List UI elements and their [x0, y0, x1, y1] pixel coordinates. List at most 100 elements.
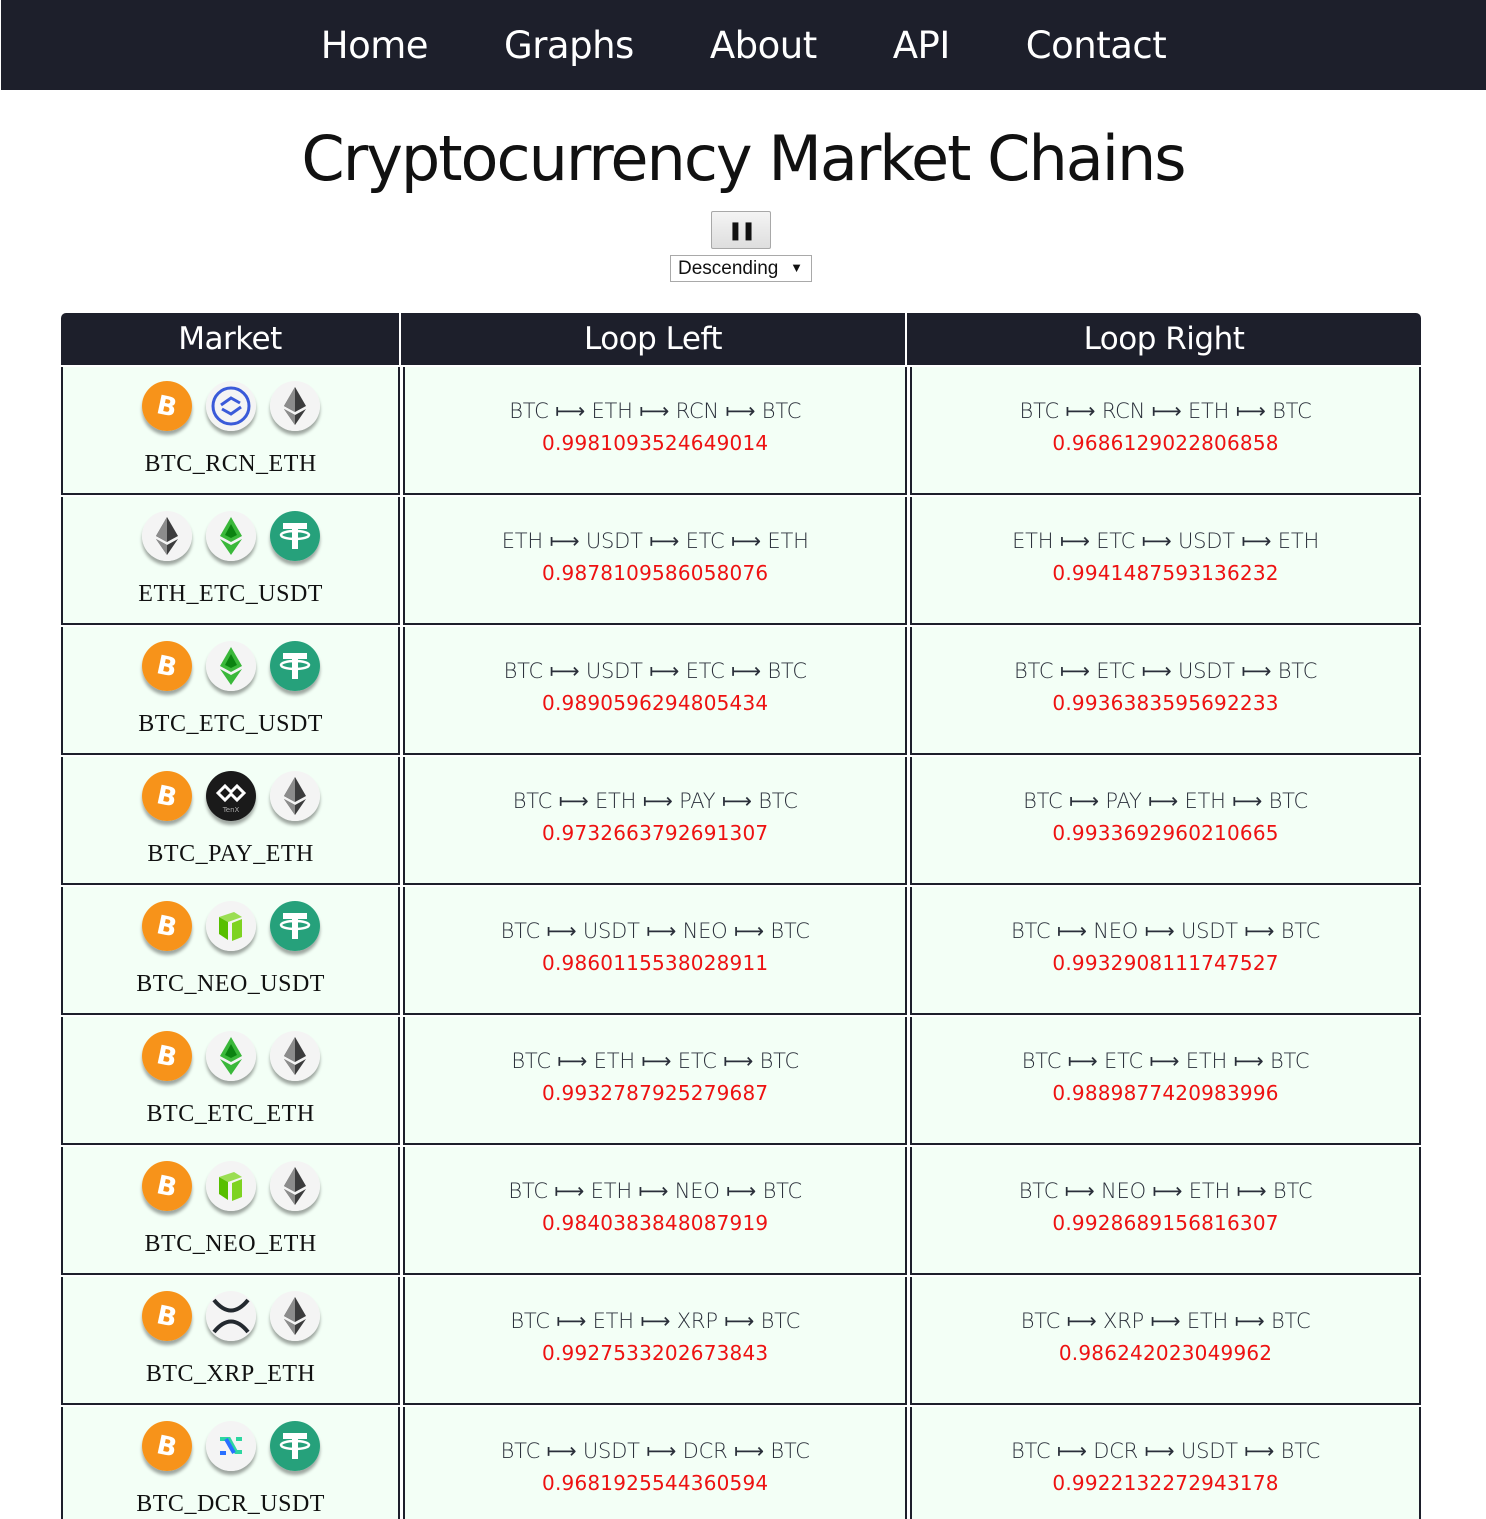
eth-coin-icon	[269, 771, 320, 821]
loop-right-cell: BTC ⟼ RCN ⟼ ETH ⟼ BTC 0.9686129022806858	[910, 367, 1421, 495]
etc-coin-icon	[205, 641, 256, 691]
loop-right-chain: BTC ⟼ DCR ⟼ USDT ⟼ BTC	[1010, 1439, 1321, 1463]
loop-left-cell: BTC ⟼ ETH ⟼ PAY ⟼ BTC 0.9732663792691307	[403, 757, 908, 885]
nav-graphs-link[interactable]: Graphs	[504, 23, 634, 67]
loop-right-cell: ETH ⟼ ETC ⟼ USDT ⟼ ETH 0.994148759313623…	[910, 497, 1421, 625]
market-coin-icons: B	[141, 381, 320, 433]
market-coin-icons: B	[141, 901, 320, 953]
market-coin-icons: B	[141, 1161, 320, 1213]
loop-left-cell: BTC ⟼ USDT ⟼ ETC ⟼ BTC 0.989059629480543…	[403, 627, 908, 755]
nav-contact-link[interactable]: Contact	[1025, 23, 1167, 67]
market-name: BTC_RCN_ETH	[144, 451, 317, 477]
loop-left-chain: BTC ⟼ ETH ⟼ ETC ⟼ BTC	[511, 1049, 799, 1073]
sort-order-select[interactable]: Descending ▼	[670, 255, 812, 282]
market-name: BTC_ETC_USDT	[138, 711, 323, 737]
market-name: BTC_NEO_USDT	[136, 971, 325, 997]
market-cell: B BTC_NEO_ETH	[61, 1147, 401, 1275]
loop-right-chain: BTC ⟼ ETC ⟼ ETH ⟼ BTC	[1021, 1049, 1310, 1073]
loop-right-chain: BTC ⟼ ETC ⟼ USDT ⟼ BTC	[1013, 659, 1318, 683]
loop-left-value: 0.9927533202673843	[542, 1341, 769, 1365]
market-cell: B BTC_ETC_USDT	[61, 627, 401, 755]
market-cell: ETH_ETC_USDT	[61, 497, 401, 625]
loop-right-value: 0.986242023049962	[1058, 1341, 1273, 1365]
header-market: Market	[61, 313, 401, 365]
market-cell: B BTC_ETC_ETH	[61, 1017, 401, 1145]
table-row: ETH_ETC_USDT ETH ⟼ USDT ⟼ ETC ⟼ ETH 0.98…	[61, 495, 1421, 625]
table-row: B TenX BTC_PAY_ETH BTC ⟼ ETH ⟼ PAY ⟼ BTC …	[61, 755, 1421, 885]
market-name: BTC_XRP_ETH	[145, 1361, 316, 1387]
loop-right-chain: BTC ⟼ NEO ⟼ USDT ⟼ BTC	[1010, 919, 1321, 943]
loop-right-value: 0.9941487593136232	[1052, 561, 1279, 585]
loop-right-cell: BTC ⟼ NEO ⟼ ETH ⟼ BTC 0.9928689156816307	[910, 1147, 1421, 1275]
market-name: BTC_ETC_ETH	[146, 1101, 315, 1127]
market-cell: B BTC_XRP_ETH	[61, 1277, 401, 1405]
loop-right-value: 0.9686129022806858	[1052, 431, 1279, 455]
loop-right-cell: BTC ⟼ ETC ⟼ USDT ⟼ BTC 0.993638359569223…	[910, 627, 1421, 755]
usdt-coin-icon	[269, 901, 320, 951]
market-cell: B BTC_DCR_USDT	[61, 1407, 401, 1519]
loop-left-chain: BTC ⟼ USDT ⟼ NEO ⟼ BTC	[500, 919, 810, 943]
nav-home-link[interactable]: Home	[320, 23, 429, 67]
loop-left-chain: BTC ⟼ ETH ⟼ XRP ⟼ BTC	[510, 1309, 801, 1333]
loop-left-cell: BTC ⟼ USDT ⟼ DCR ⟼ BTC 0.968192554436059…	[403, 1407, 908, 1519]
market-cell: B BTC_RCN_ETH	[61, 367, 401, 495]
loop-right-chain: ETH ⟼ ETC ⟼ USDT ⟼ ETH	[1012, 529, 1320, 553]
pay-coin-icon: TenX	[205, 771, 256, 821]
table-row: B BTC_NEO_USDT BTC ⟼ USDT ⟼ NEO ⟼ BTC 0.…	[61, 885, 1421, 1015]
pause-button[interactable]: ❚❚	[711, 211, 771, 249]
xrp-coin-icon	[205, 1291, 256, 1341]
btc-coin-icon: B	[141, 771, 192, 821]
usdt-coin-icon	[269, 1421, 320, 1471]
market-name: BTC_PAY_ETH	[147, 841, 314, 867]
loop-left-cell: BTC ⟼ ETH ⟼ ETC ⟼ BTC 0.9932787925279687	[403, 1017, 908, 1145]
table-row: B BTC_NEO_ETH BTC ⟼ ETH ⟼ NEO ⟼ BTC 0.98…	[61, 1145, 1421, 1275]
btc-coin-icon: B	[141, 641, 192, 691]
loop-right-value: 0.9889877420983996	[1052, 1081, 1279, 1105]
top-nav: Home Graphs About API Contact	[1, 0, 1486, 90]
market-coin-icons: B	[141, 1291, 320, 1343]
market-chains-table: Market Loop Left Loop Right B BTC_RCN_ET…	[61, 313, 1421, 1519]
nav-api-link[interactable]: API	[892, 23, 951, 67]
loop-left-value: 0.9681925544360594	[542, 1471, 769, 1495]
loop-right-chain: BTC ⟼ RCN ⟼ ETH ⟼ BTC	[1019, 399, 1312, 423]
loop-left-cell: BTC ⟼ ETH ⟼ XRP ⟼ BTC 0.9927533202673843	[403, 1277, 908, 1405]
table-body: B BTC_RCN_ETH BTC ⟼ ETH ⟼ RCN ⟼ BTC 0.99…	[61, 365, 1421, 1519]
loop-left-value: 0.9932787925279687	[542, 1081, 769, 1105]
market-coin-icons	[141, 511, 320, 563]
neo-coin-icon	[205, 901, 256, 951]
loop-left-value: 0.9860115538028911	[542, 951, 769, 975]
market-cell: B BTC_NEO_USDT	[61, 887, 401, 1015]
pause-icon: ❚❚	[727, 219, 756, 241]
neo-coin-icon	[205, 1161, 256, 1211]
btc-coin-icon: B	[141, 1291, 192, 1341]
loop-right-value: 0.9932908111747527	[1052, 951, 1279, 975]
nav-about-link[interactable]: About	[709, 23, 817, 67]
svg-text:TenX: TenX	[221, 806, 239, 814]
loop-left-value: 0.9878109586058076	[542, 561, 769, 585]
loop-right-chain: BTC ⟼ XRP ⟼ ETH ⟼ BTC	[1020, 1309, 1311, 1333]
loop-left-value: 0.9732663792691307	[542, 821, 769, 845]
eth-coin-icon	[269, 1161, 320, 1211]
header-loop-right: Loop Right	[1083, 321, 1245, 357]
market-coin-icons: B	[141, 1031, 320, 1083]
eth-coin-icon	[141, 511, 192, 561]
loop-left-cell: ETH ⟼ USDT ⟼ ETC ⟼ ETH 0.987810958605807…	[403, 497, 908, 625]
btc-coin-icon: B	[141, 1031, 192, 1081]
loop-left-chain: BTC ⟼ ETH ⟼ NEO ⟼ BTC	[508, 1179, 802, 1203]
btc-coin-icon: B	[141, 901, 192, 951]
loop-right-cell: BTC ⟼ PAY ⟼ ETH ⟼ BTC 0.9933692960210665	[910, 757, 1421, 885]
btc-coin-icon: B	[141, 381, 192, 431]
loop-right-value: 0.9936383595692233	[1052, 691, 1279, 715]
etc-coin-icon	[205, 511, 256, 561]
table-row: B BTC_ETC_ETH BTC ⟼ ETH ⟼ ETC ⟼ BTC 0.99…	[61, 1015, 1421, 1145]
rcn-coin-icon	[205, 381, 256, 431]
table-row: B BTC_DCR_USDT BTC ⟼ USDT ⟼ DCR ⟼ BTC 0.…	[61, 1405, 1421, 1519]
market-name: BTC_DCR_USDT	[136, 1491, 325, 1517]
loop-left-chain: BTC ⟼ ETH ⟼ PAY ⟼ BTC	[512, 789, 798, 813]
table-header: Market Loop Left Loop Right	[61, 313, 1421, 365]
dcr-coin-icon	[205, 1421, 256, 1471]
loop-left-chain: BTC ⟼ USDT ⟼ ETC ⟼ BTC	[503, 659, 807, 683]
loop-left-value: 0.9890596294805434	[542, 691, 769, 715]
loop-right-chain: BTC ⟼ PAY ⟼ ETH ⟼ BTC	[1023, 789, 1309, 813]
eth-coin-icon	[269, 1031, 320, 1081]
